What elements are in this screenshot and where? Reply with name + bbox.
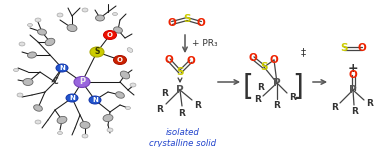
Text: O: O [270,55,278,65]
Ellipse shape [35,18,41,22]
Text: [: [ [243,73,253,101]
Ellipse shape [66,94,78,102]
Ellipse shape [113,12,118,15]
Ellipse shape [90,47,104,57]
Ellipse shape [57,116,67,124]
Text: R: R [290,92,296,101]
Text: O: O [249,53,257,63]
Text: O: O [117,57,123,63]
Text: S: S [183,14,191,24]
Text: P: P [176,85,184,95]
Ellipse shape [125,106,130,110]
Text: O: O [107,32,113,38]
Text: S: S [340,43,348,53]
Ellipse shape [23,78,33,86]
Text: O: O [165,55,174,65]
Text: N: N [92,97,98,103]
Ellipse shape [130,83,136,87]
Ellipse shape [127,48,133,52]
Ellipse shape [57,13,63,17]
Ellipse shape [82,134,88,138]
Ellipse shape [45,38,55,46]
Ellipse shape [104,30,116,40]
Ellipse shape [120,71,130,79]
Text: N: N [69,95,75,101]
Text: R: R [274,101,280,111]
Text: P: P [79,77,85,86]
Text: R: R [254,95,262,103]
Ellipse shape [107,128,113,132]
Text: ‡: ‡ [301,47,305,57]
Text: S: S [94,47,100,56]
Text: O: O [187,56,195,66]
Ellipse shape [103,115,113,122]
Ellipse shape [17,93,23,97]
Ellipse shape [67,24,77,32]
Text: R: R [257,82,265,91]
Ellipse shape [82,8,88,12]
Ellipse shape [96,15,104,21]
Ellipse shape [113,56,127,65]
Ellipse shape [116,92,124,98]
Ellipse shape [57,132,62,135]
Text: C: C [52,77,58,86]
Ellipse shape [37,29,46,35]
Text: R: R [352,107,358,117]
Ellipse shape [28,52,36,58]
Text: R: R [156,105,163,113]
Text: N: N [59,65,65,71]
Text: O: O [197,18,205,28]
Ellipse shape [34,105,42,111]
Text: O: O [167,18,177,28]
Text: O: O [358,43,366,53]
Ellipse shape [80,121,90,128]
Text: R: R [332,102,338,112]
Text: P: P [349,85,357,95]
Text: R: R [178,108,186,117]
Ellipse shape [113,27,122,33]
Text: O: O [349,70,357,80]
Text: S: S [260,62,268,72]
Ellipse shape [74,76,90,87]
Text: +: + [348,61,358,75]
Ellipse shape [28,24,33,26]
Text: + PR₃: + PR₃ [192,40,218,49]
Ellipse shape [14,69,19,71]
Text: S: S [176,67,184,77]
Ellipse shape [35,120,41,124]
Text: ]: ] [293,73,304,101]
Ellipse shape [19,42,25,46]
Ellipse shape [89,96,101,104]
Ellipse shape [56,64,68,72]
Text: R: R [367,100,373,108]
Text: R: R [161,88,169,97]
Text: P: P [273,78,281,88]
Text: isolated
crystalline solid: isolated crystalline solid [149,128,217,147]
Text: R: R [195,101,201,110]
